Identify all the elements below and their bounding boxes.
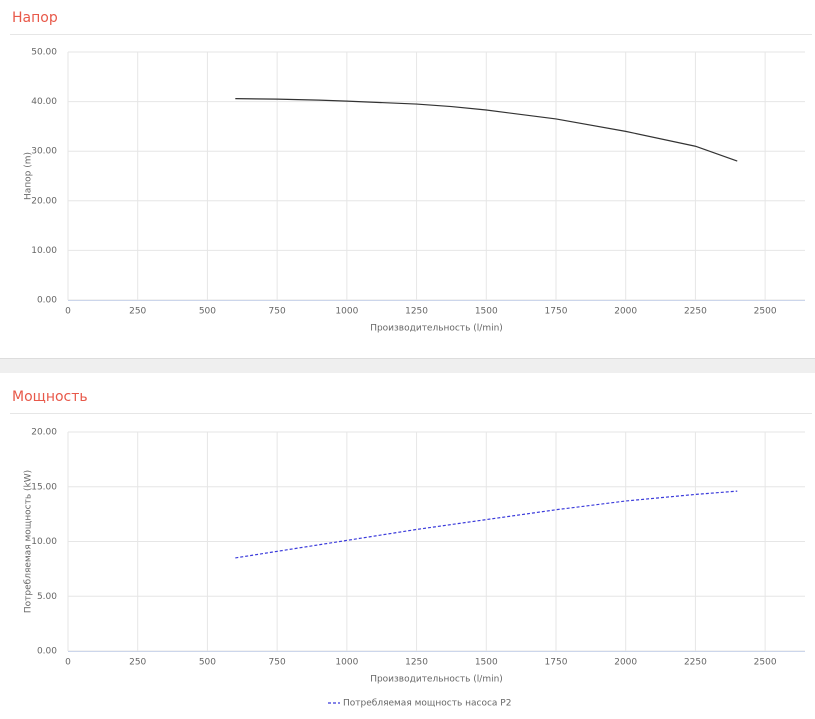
y-axis-label: Потребляемая мощность (kW): [24, 470, 34, 613]
y-axis-label: Напор (m): [24, 152, 34, 200]
x-tick-label: 2500: [754, 658, 777, 668]
legend-label: Потребляемая мощность насоса P2: [343, 699, 511, 709]
x-tick-label: 1250: [405, 307, 428, 317]
x-tick-label: 500: [199, 307, 216, 317]
x-tick-label: 1250: [405, 658, 428, 668]
x-tick-label: 1750: [545, 307, 568, 317]
x-tick-label: 1000: [335, 658, 358, 668]
chart-title: Напор: [12, 10, 58, 26]
y-tick-label: 40.00: [31, 97, 57, 107]
x-tick-label: 2500: [754, 307, 777, 317]
y-tick-label: 15.00: [31, 482, 57, 492]
chart-title: Мощность: [12, 389, 88, 405]
y-tick-label: 20.00: [31, 428, 57, 438]
x-tick-label: 2250: [684, 307, 707, 317]
x-tick-label: 1000: [335, 307, 358, 317]
x-tick-label: 0: [65, 307, 71, 317]
y-tick-label: 50.00: [31, 48, 57, 58]
y-tick-label: 0.00: [37, 647, 57, 657]
series-line: [235, 98, 738, 162]
separator: [0, 358, 815, 373]
x-tick-label: 250: [129, 658, 146, 668]
x-tick-label: 1500: [475, 307, 498, 317]
x-tick-label: 250: [129, 307, 146, 317]
x-tick-label: 500: [199, 658, 216, 668]
x-tick-label: 1750: [545, 658, 568, 668]
x-tick-label: 2000: [614, 307, 637, 317]
x-axis-label: Производительность (l/min): [370, 675, 503, 685]
y-tick-label: 5.00: [37, 592, 57, 602]
series-line: [235, 490, 738, 559]
y-tick-label: 0.00: [37, 296, 57, 306]
x-tick-label: 2250: [684, 658, 707, 668]
y-tick-label: 20.00: [31, 196, 57, 206]
x-tick-label: 750: [269, 658, 286, 668]
y-tick-label: 10.00: [31, 537, 57, 547]
y-tick-label: 30.00: [31, 147, 57, 157]
x-tick-label: 2000: [614, 658, 637, 668]
x-tick-label: 1500: [475, 658, 498, 668]
x-tick-label: 750: [269, 307, 286, 317]
x-tick-label: 0: [65, 658, 71, 668]
y-tick-label: 10.00: [31, 246, 57, 256]
x-axis-label: Производительность (l/min): [370, 324, 503, 334]
